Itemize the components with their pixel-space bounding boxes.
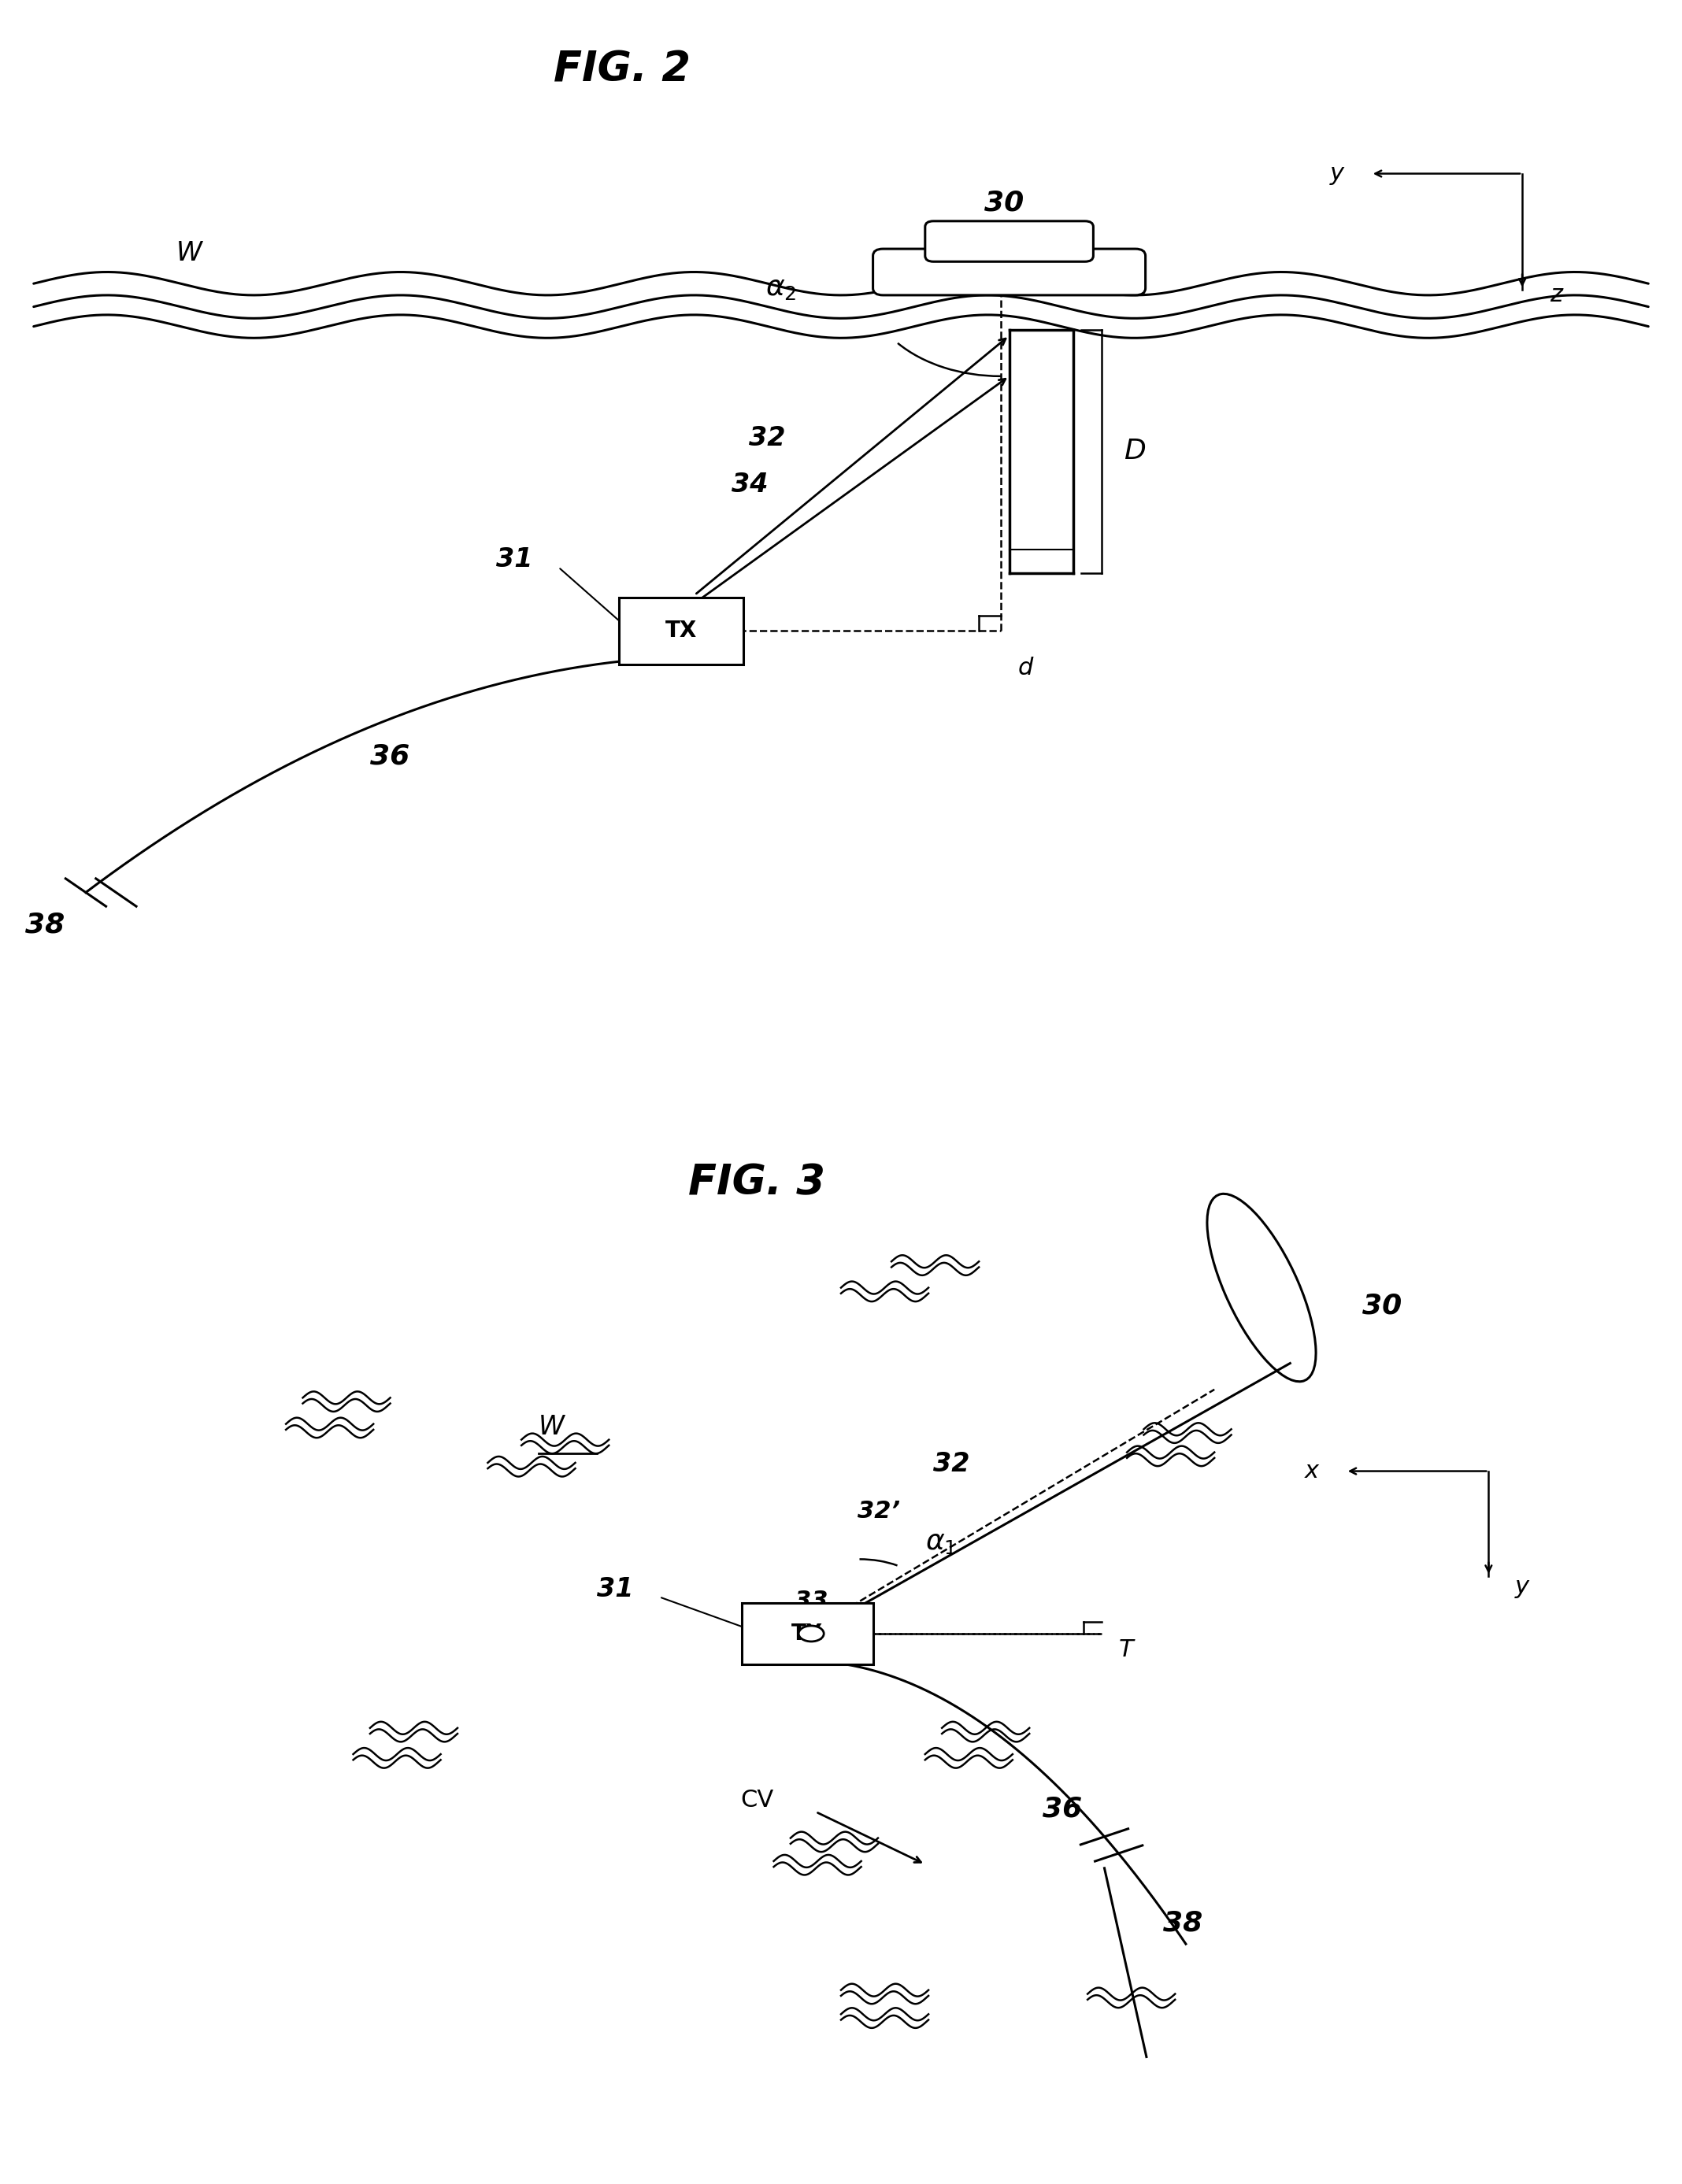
- FancyBboxPatch shape: [873, 249, 1145, 295]
- Text: 32: 32: [748, 426, 785, 452]
- Text: 30: 30: [984, 190, 1024, 216]
- Text: TX: TX: [666, 620, 696, 642]
- Text: 36: 36: [1043, 1795, 1083, 1824]
- Text: FIG. 2: FIG. 2: [553, 48, 691, 90]
- Text: $\alpha_2$: $\alpha_2$: [765, 275, 796, 301]
- Text: y: y: [1330, 162, 1344, 186]
- Text: W: W: [538, 1413, 563, 1439]
- Text: 32’: 32’: [858, 1500, 900, 1522]
- Text: D: D: [1124, 439, 1145, 465]
- Text: z: z: [1549, 284, 1563, 306]
- Circle shape: [799, 1625, 824, 1642]
- FancyBboxPatch shape: [925, 221, 1093, 262]
- Text: 36: 36: [370, 743, 410, 769]
- Text: 31: 31: [496, 546, 533, 572]
- Text: d: d: [1018, 657, 1033, 679]
- Text: FIG. 3: FIG. 3: [688, 1162, 826, 1203]
- Text: 38: 38: [1164, 1909, 1203, 1937]
- Text: 38: 38: [25, 911, 66, 939]
- Text: 31: 31: [597, 1577, 634, 1603]
- Text: 34: 34: [732, 472, 769, 498]
- Text: 30: 30: [1362, 1293, 1403, 1319]
- Text: 33: 33: [794, 1590, 828, 1612]
- Text: CV: CV: [740, 1789, 774, 1811]
- Text: T: T: [1119, 1638, 1134, 1662]
- Text: y: y: [1515, 1575, 1529, 1599]
- FancyBboxPatch shape: [619, 596, 743, 664]
- Text: x: x: [1305, 1459, 1319, 1483]
- Text: $\alpha_1$: $\alpha_1$: [925, 1529, 957, 1555]
- FancyBboxPatch shape: [742, 1603, 873, 1664]
- Ellipse shape: [1208, 1195, 1315, 1382]
- Text: W: W: [177, 240, 202, 266]
- Text: TX: TX: [792, 1623, 822, 1645]
- Text: 32: 32: [934, 1450, 971, 1476]
